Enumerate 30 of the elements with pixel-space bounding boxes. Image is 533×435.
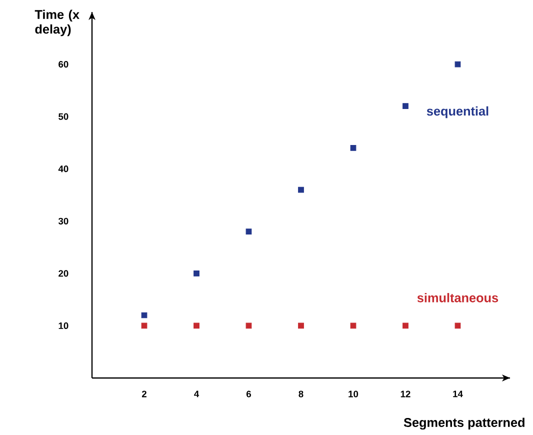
point <box>298 186 304 193</box>
point <box>350 145 356 151</box>
series-label: simultaneous <box>417 293 498 302</box>
x-tick-label: 8 <box>298 390 304 398</box>
point <box>402 103 408 110</box>
x-tick-label: 2 <box>142 390 146 398</box>
y-axis-title: Time (x delay) <box>34 10 80 36</box>
y-tick-label: 10 <box>58 322 68 329</box>
y-tick-label: 40 <box>58 166 68 172</box>
point <box>402 322 408 329</box>
point <box>298 322 304 329</box>
y-tick-label: 50 <box>58 113 68 120</box>
y-tick-label: 30 <box>58 218 68 224</box>
series-label: sequential <box>426 106 488 118</box>
point <box>141 322 148 329</box>
x-tick-label: 12 <box>400 390 410 398</box>
x-tick-label: 10 <box>348 390 358 398</box>
point <box>246 228 252 235</box>
x-axis-title: Segments patterned <box>404 418 524 430</box>
point <box>454 61 461 68</box>
point <box>350 322 356 329</box>
y-tick-label: 60 <box>58 60 68 68</box>
x-tick-label: 14 <box>453 390 463 398</box>
x-tick-label: 4 <box>194 390 200 398</box>
point <box>194 322 200 329</box>
y-tick-label: 20 <box>58 270 68 277</box>
point <box>246 322 252 329</box>
point <box>194 270 200 276</box>
x-tick-label: 6 <box>246 390 252 398</box>
point <box>454 322 461 329</box>
